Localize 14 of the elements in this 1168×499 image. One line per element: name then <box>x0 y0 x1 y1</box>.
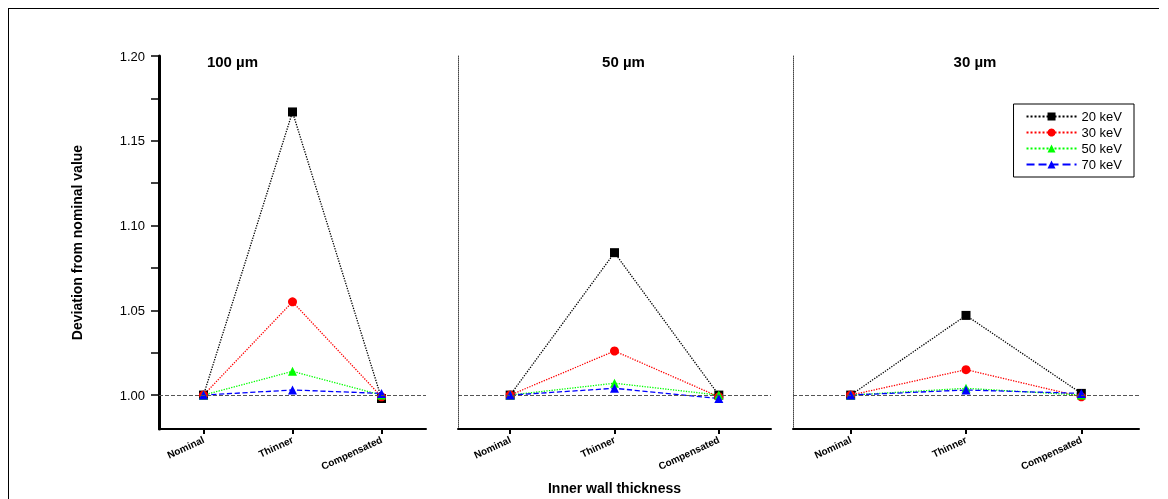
legend-label: 70 keV <box>1081 157 1123 172</box>
legend-label: 20 keV <box>1081 109 1123 124</box>
y-axis-title: Deviation from nominal value <box>69 144 85 341</box>
x-axis-title: Inner wall thickness <box>547 480 682 496</box>
y-tick-label: 1.00 <box>119 387 145 403</box>
y-tick-label: 1.10 <box>119 218 145 234</box>
legend-label: 30 keV <box>1081 125 1123 140</box>
chart-title: 50 µm <box>602 53 645 70</box>
legend-label: 50 keV <box>1081 141 1123 156</box>
chart-title: 100 µm <box>206 53 259 70</box>
y-tick-label: 1.15 <box>119 133 145 149</box>
y-tick-label: 1.05 <box>119 302 145 318</box>
y-tick-label: 1.20 <box>119 48 145 64</box>
chart-title: 30 µm <box>953 53 997 70</box>
